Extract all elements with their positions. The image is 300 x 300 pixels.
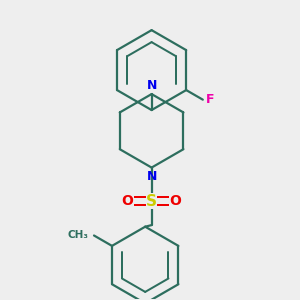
Text: N: N (146, 170, 157, 183)
Text: S: S (146, 194, 157, 208)
Text: F: F (206, 93, 214, 106)
Text: N: N (146, 79, 157, 92)
Text: O: O (122, 194, 134, 208)
Text: CH₃: CH₃ (67, 230, 88, 241)
Text: O: O (169, 194, 181, 208)
